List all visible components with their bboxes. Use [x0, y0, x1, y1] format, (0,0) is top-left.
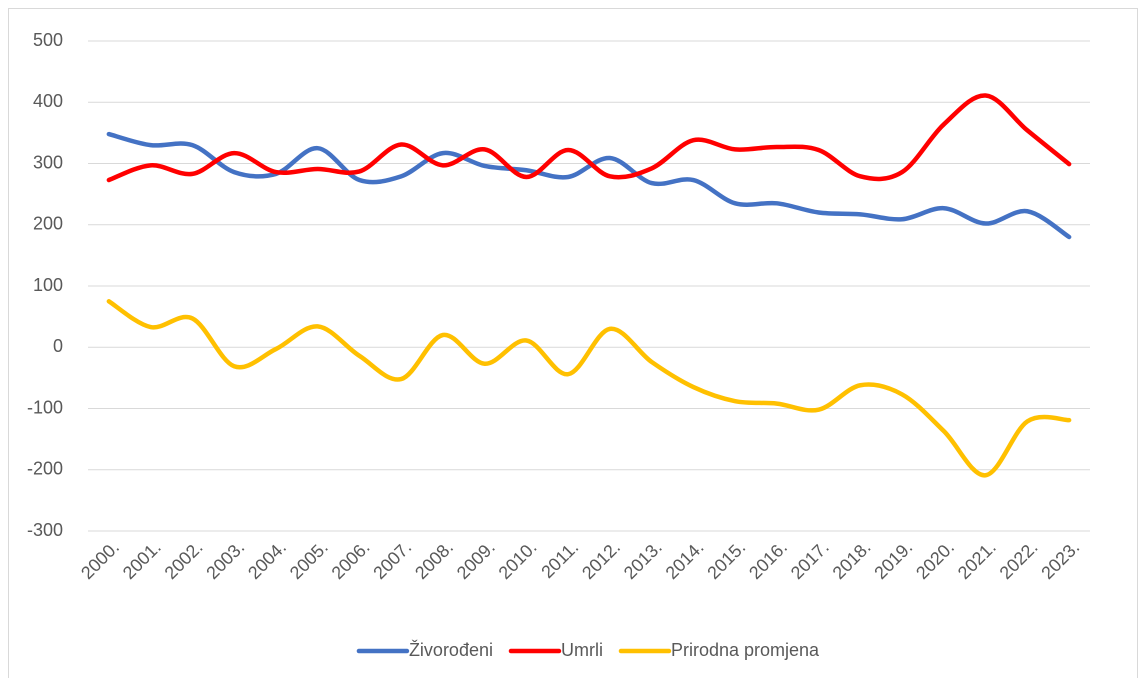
legend-label: Živorođeni: [409, 640, 493, 660]
y-tick-label: 400: [33, 91, 63, 111]
x-tick-label: 2006.: [328, 537, 374, 583]
series-line: [106, 299, 1072, 478]
x-tick-label: 2009.: [453, 537, 499, 583]
x-tick-label: 2021.: [954, 537, 1000, 583]
y-tick-label: 0: [53, 336, 63, 356]
legend-label: Umrli: [561, 640, 603, 660]
legend: Živorođeni Umrli Prirodna promjena: [356, 640, 820, 660]
x-tick-label: 2016.: [745, 537, 791, 583]
x-tick-label: 2023.: [1037, 537, 1083, 583]
x-tick-label: 2000.: [77, 537, 123, 583]
x-tick-label: 2018.: [829, 537, 875, 583]
series-line: [106, 93, 1072, 183]
y-tick-label: -300: [27, 520, 63, 540]
x-tick-label: 2010.: [495, 537, 541, 583]
y-tick-label: 300: [33, 152, 63, 172]
x-tick-label: 2004.: [244, 537, 290, 583]
x-tick-label: 2001.: [119, 537, 165, 583]
x-tick-label: 2002.: [161, 537, 207, 583]
x-tick-label: 2017.: [787, 537, 833, 583]
y-tick-label: 200: [33, 214, 63, 234]
x-tick-label: 2003.: [202, 537, 248, 583]
x-tick-label: 2005.: [286, 537, 332, 583]
x-tick-label: 2013.: [620, 537, 666, 583]
x-tick-label: 2007.: [369, 537, 415, 583]
x-tick-label: 2015.: [703, 537, 749, 583]
x-tick-label: 2022.: [996, 537, 1042, 583]
y-tick-label: -100: [27, 397, 63, 417]
x-tick-label: 2014.: [662, 537, 708, 583]
x-tick-label: 2020.: [912, 537, 958, 583]
legend-label: Prirodna promjena: [671, 640, 820, 660]
series-line: [106, 131, 1072, 240]
chart-frame: [8, 8, 1138, 678]
y-tick-label: 500: [33, 30, 63, 50]
x-tick-label: 2012.: [578, 537, 624, 583]
x-tick-label: 2008.: [411, 537, 457, 583]
y-tick-label: -200: [27, 459, 63, 479]
x-tick-label: 2011.: [537, 537, 582, 582]
x-tick-label: 2019.: [870, 537, 916, 583]
y-tick-label: 100: [33, 275, 63, 295]
